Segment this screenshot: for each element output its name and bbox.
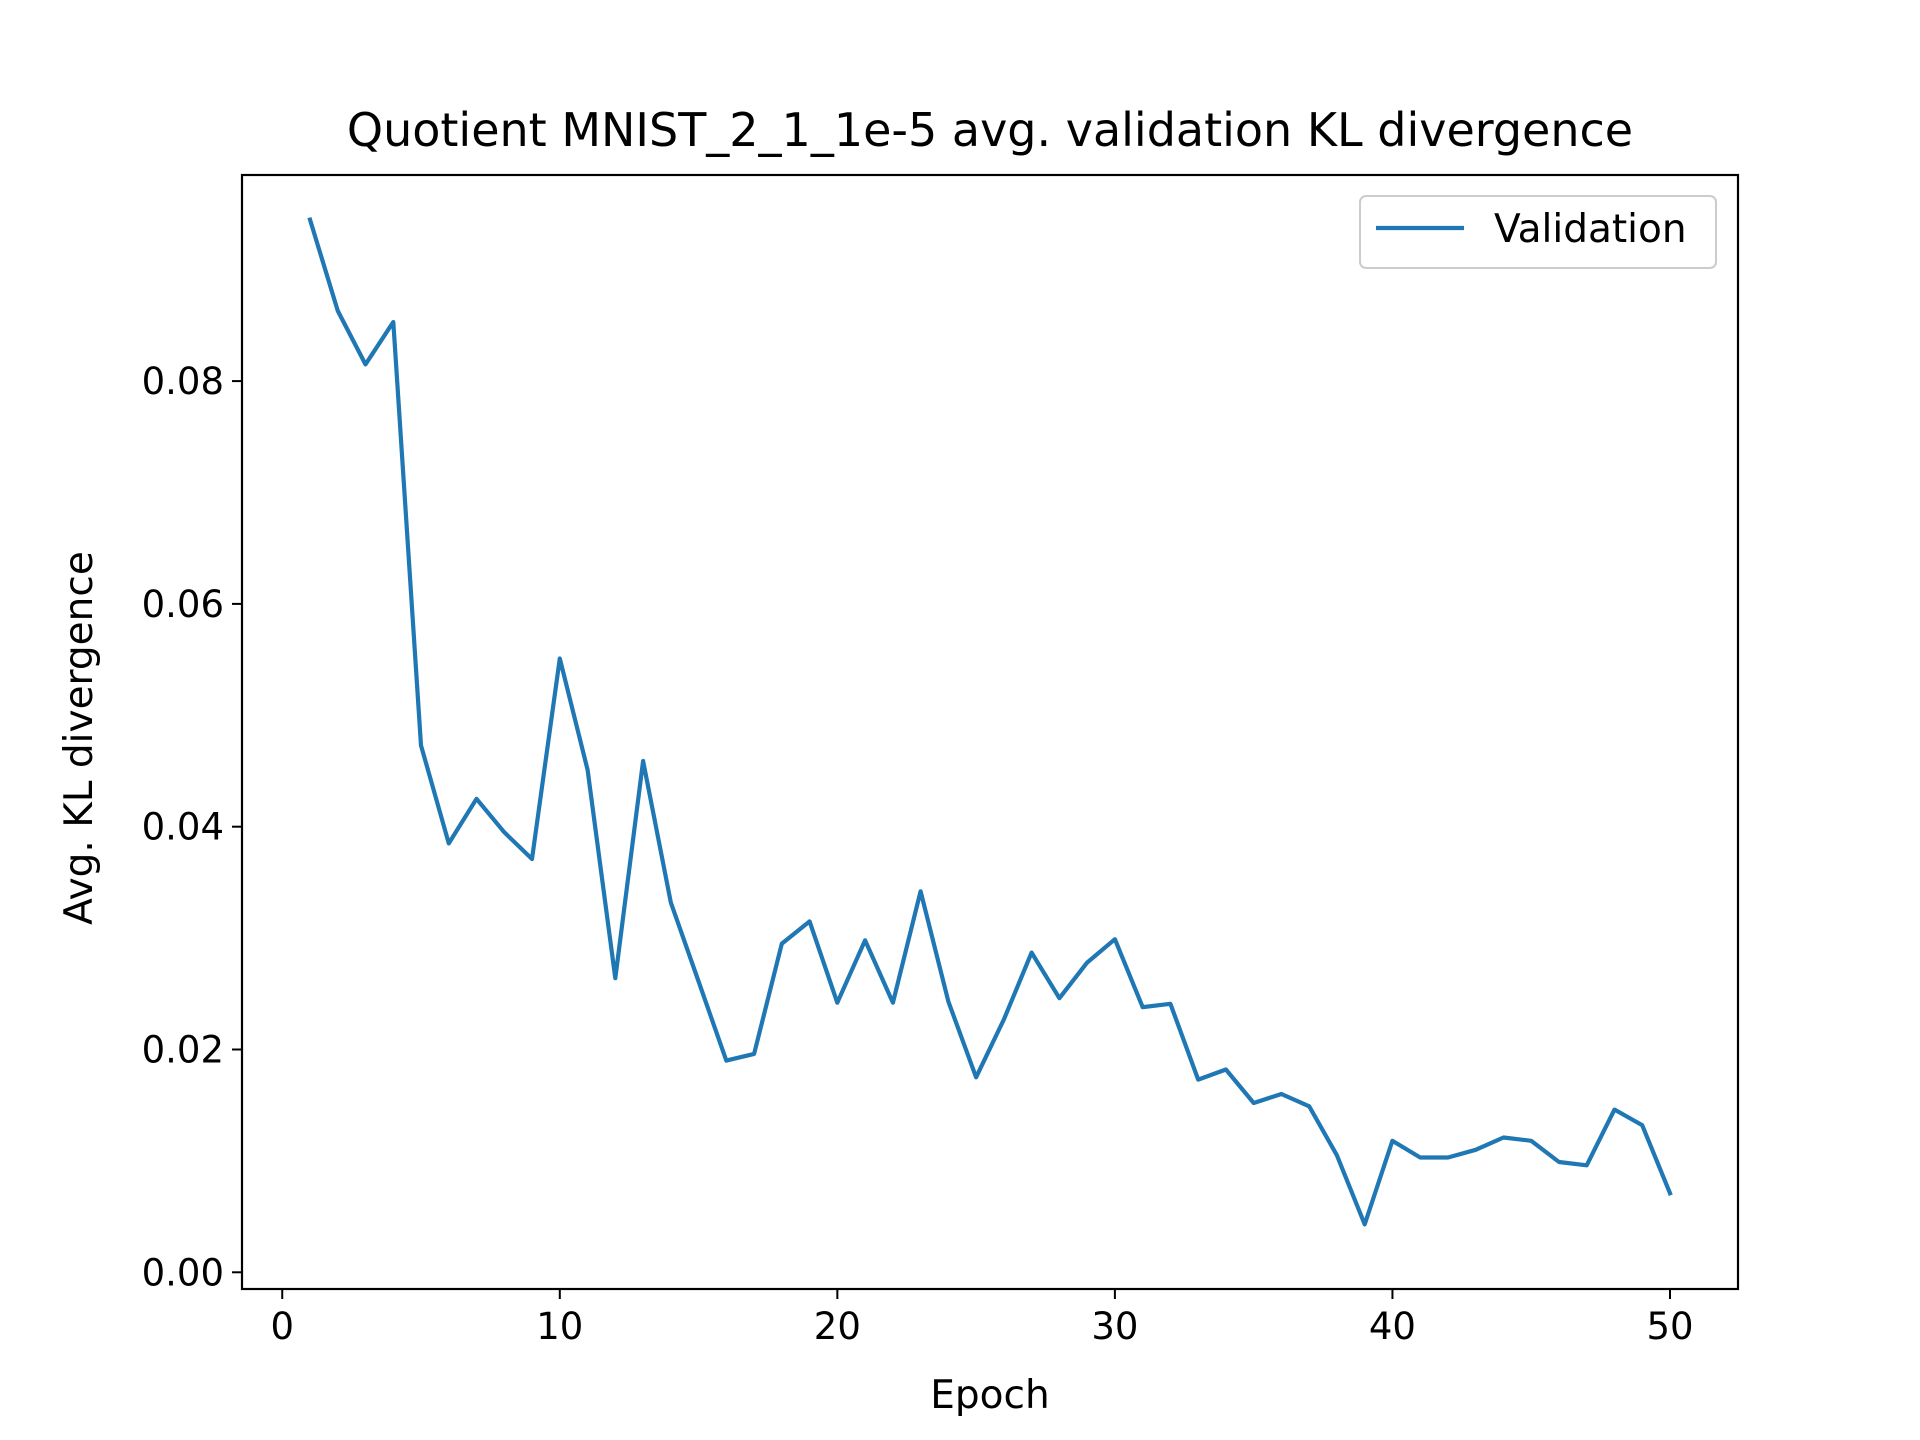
y-axis-ticks: 0.00 0.02 0.04 0.06 0.08 — [142, 360, 242, 1294]
x-tick-label: 40 — [1369, 1305, 1416, 1348]
x-axis-label: Epoch — [930, 1373, 1049, 1418]
legend: Validation — [1359, 195, 1717, 269]
y-tick-label: 0.08 — [142, 360, 224, 403]
legend-box — [1359, 195, 1717, 269]
x-tick-label: 50 — [1646, 1305, 1693, 1348]
x-tick-label: 20 — [814, 1305, 861, 1348]
y-tick-label: 0.04 — [142, 806, 224, 849]
y-tick-label: 0.00 — [142, 1251, 224, 1294]
x-axis-ticks: 0 10 20 30 40 50 — [270, 1289, 1694, 1348]
y-axis-label: Avg. KL divergence — [57, 551, 102, 925]
series-layer — [307, 216, 1673, 1227]
legend-label-validation: Validation — [1494, 207, 1687, 252]
y-tick-label: 0.06 — [142, 583, 224, 626]
chart-title: Quotient MNIST_2_1_1e-5 avg. validation … — [347, 103, 1633, 157]
series-line-validation — [307, 216, 1673, 1227]
x-tick-label: 30 — [1091, 1305, 1138, 1348]
x-tick-label: 0 — [270, 1305, 294, 1348]
plot-area-frame — [240, 173, 1740, 1291]
y-tick-label: 0.02 — [142, 1028, 224, 1071]
x-tick-label: 10 — [536, 1305, 583, 1348]
